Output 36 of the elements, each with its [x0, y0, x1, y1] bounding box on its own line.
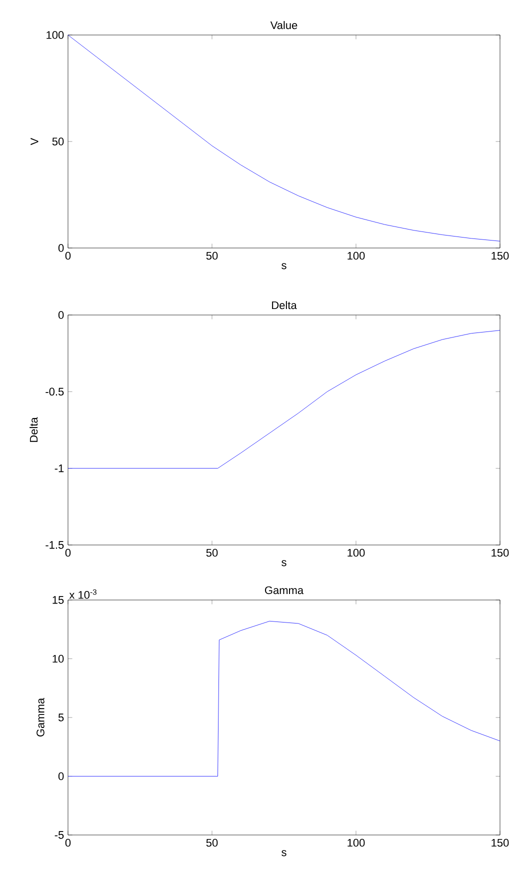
- x-tick-label: 50: [206, 548, 218, 557]
- x-tick-label: 100: [348, 548, 365, 557]
- x-tick-label: 0: [65, 548, 71, 557]
- y-tick-label: 0: [58, 244, 64, 252]
- y-tick-label: 100: [46, 31, 64, 39]
- x-axis-title: s: [282, 850, 286, 856]
- line-series: [68, 620, 500, 776]
- y-tick-label: 50: [52, 138, 64, 146]
- x-tick-label: 50: [206, 252, 218, 260]
- y-tick-label: -0.5: [46, 388, 64, 396]
- y-tick-label: -1.5: [46, 541, 64, 549]
- y-axis-title: V: [30, 138, 38, 146]
- chart-title: Gamma: [264, 586, 304, 594]
- y-tick-label: 0: [58, 311, 64, 319]
- x-tick-label: 50: [206, 838, 218, 847]
- x-tick-label: 150: [492, 838, 509, 847]
- x-axis-title: s: [282, 560, 286, 566]
- y-tick-label: -5: [54, 831, 64, 839]
- x-tick-label: 100: [348, 252, 365, 260]
- x-tick-label: 0: [65, 838, 71, 847]
- chart-title: Value: [270, 21, 298, 30]
- chart-title: Delta: [272, 301, 297, 310]
- y-tick-label: -1: [54, 464, 64, 472]
- x-tick-label: 150: [492, 252, 509, 260]
- y-tick-label: 5: [58, 714, 64, 722]
- line-series: [68, 330, 500, 469]
- x-tick-label: 150: [492, 548, 509, 557]
- x-tick-label: 0: [65, 252, 71, 260]
- y-tick-label: 0: [58, 772, 64, 780]
- x-axis-title: s: [282, 263, 286, 270]
- y-tick-label: 15: [52, 596, 64, 604]
- text: x 10$^{-3}$: [69, 589, 96, 599]
- x-tick-label: 100: [348, 838, 365, 847]
- y-tick-label: 10: [52, 654, 64, 663]
- y-axis-title: Delta: [30, 417, 38, 442]
- y-axis-title: Gamma: [36, 698, 44, 736]
